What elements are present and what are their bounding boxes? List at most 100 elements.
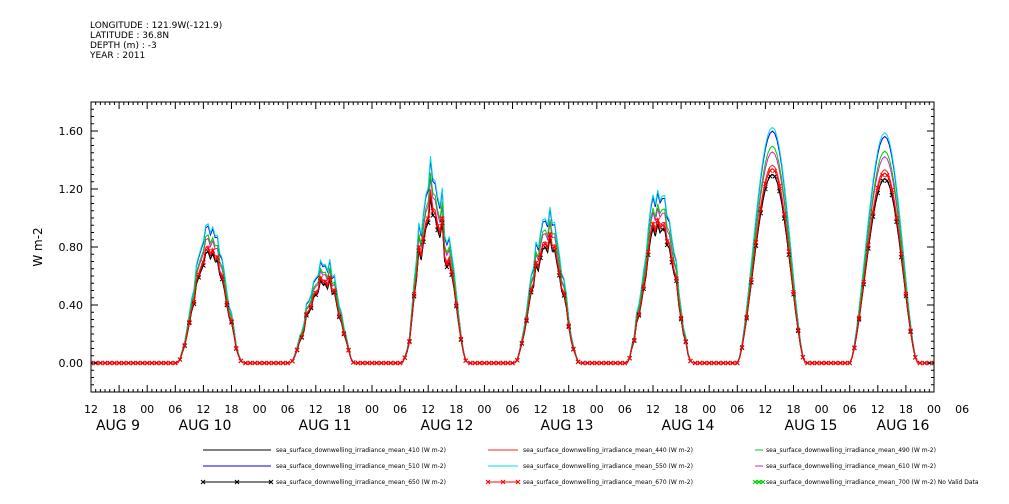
data-point [510,360,515,366]
data-point [505,360,511,366]
series-markers-8 [91,168,934,366]
data-point [678,315,684,321]
data-point [393,360,398,366]
x-day-label: AUG 11 [299,418,352,434]
data-point [313,290,319,296]
data-point [856,315,862,321]
data-point [346,347,351,353]
data-point [734,360,740,366]
data-point [374,360,380,366]
series-layer [91,126,934,366]
data-point [135,360,141,366]
data-point [912,354,918,360]
x-tick-label: 18 [112,403,126,416]
data-point [196,272,202,278]
data-point [304,311,309,317]
data-point [547,231,553,237]
data-point [219,274,225,279]
data-point [257,360,262,366]
data-point [121,360,127,366]
x-tick-label: 06 [955,403,969,416]
data-point [603,360,609,366]
data-point [126,360,131,366]
data-point [880,172,885,178]
data-point [275,360,281,366]
legend-label: sea_surface_downwelling_irradiance_mean_… [276,479,446,486]
data-point [430,213,436,218]
legend-marker [268,479,274,485]
data-point [407,338,412,344]
legend-marker [752,479,758,485]
data-point [453,302,459,307]
legend-entry-3: sea_surface_downwelling_irradiance_mean_… [755,447,936,454]
data-point [702,360,707,366]
data-point [533,260,539,266]
data-point [786,249,792,254]
legend-entry-8: sea_surface_downwelling_irradiance_mean_… [485,479,693,486]
data-point [388,360,394,366]
data-point [271,360,277,366]
data-point [758,206,764,212]
data-point [486,360,492,366]
x-tick-label: 06 [281,403,295,416]
data-point [884,172,890,178]
legend-entry-6: sea_surface_downwelling_irradiance_mean_… [755,463,936,470]
x-day-label: AUG 13 [541,418,594,434]
data-point [364,360,370,366]
data-point [617,360,623,366]
x-tick-label: 12 [871,403,885,416]
data-point [116,360,122,366]
data-point [332,288,337,293]
data-point [599,360,604,366]
data-point [112,360,117,366]
data-point [411,291,417,297]
x-day-label: AUG 16 [877,418,930,434]
data-point [238,358,244,364]
data-point [163,360,169,366]
data-point [252,360,258,366]
data-point [753,239,759,245]
data-point [720,360,726,366]
legend-entry-7: sea_surface_downwelling_irradiance_mean_… [200,479,446,486]
legend-marker [485,479,491,485]
data-point [716,360,721,366]
data-point [589,360,595,366]
data-point [294,347,300,353]
x-tick-label: 12 [84,403,98,416]
data-point [402,355,408,360]
legend-entry-5: sea_surface_downwelling_irradiance_mean_… [488,463,693,470]
legend-marker [760,479,766,485]
data-point [585,360,590,366]
data-point [556,270,562,276]
data-point [439,216,445,221]
ticks-layer: 12 18 00 06 12 18 00 06 12 18 00 06 12 18 00 06 12 18 00 06… [59,101,969,434]
data-point [472,360,478,366]
data-point [482,360,487,366]
data-point [561,291,567,296]
data-point [711,360,717,366]
x-tick-label: 00 [253,403,267,416]
data-point [861,279,867,285]
x-day-label: AUG 12 [421,418,474,434]
data-point [158,360,164,366]
data-point [903,291,909,297]
data-point [898,251,904,257]
data-point [154,360,159,366]
latitude-label: LATITUDE : 36.8N [90,31,170,41]
data-point [519,340,525,346]
legend-label: sea_surface_downwelling_irradiance_mean_… [766,479,979,486]
x-day-label: AUG 9 [96,418,140,434]
data-point [636,311,642,317]
data-point [421,235,426,241]
x-tick-label: 00 [702,403,716,416]
x-tick-label: 12 [758,403,772,416]
x-tick-label: 00 [590,403,604,416]
data-point [730,360,735,366]
longitude-label: LONGITUDE : 121.9W(-121.9) [90,21,223,31]
data-point [261,360,267,366]
data-point [889,187,895,193]
series-line-7 [91,173,934,364]
data-point [697,360,703,366]
data-point [922,360,927,366]
x-tick-label: 18 [787,403,801,416]
